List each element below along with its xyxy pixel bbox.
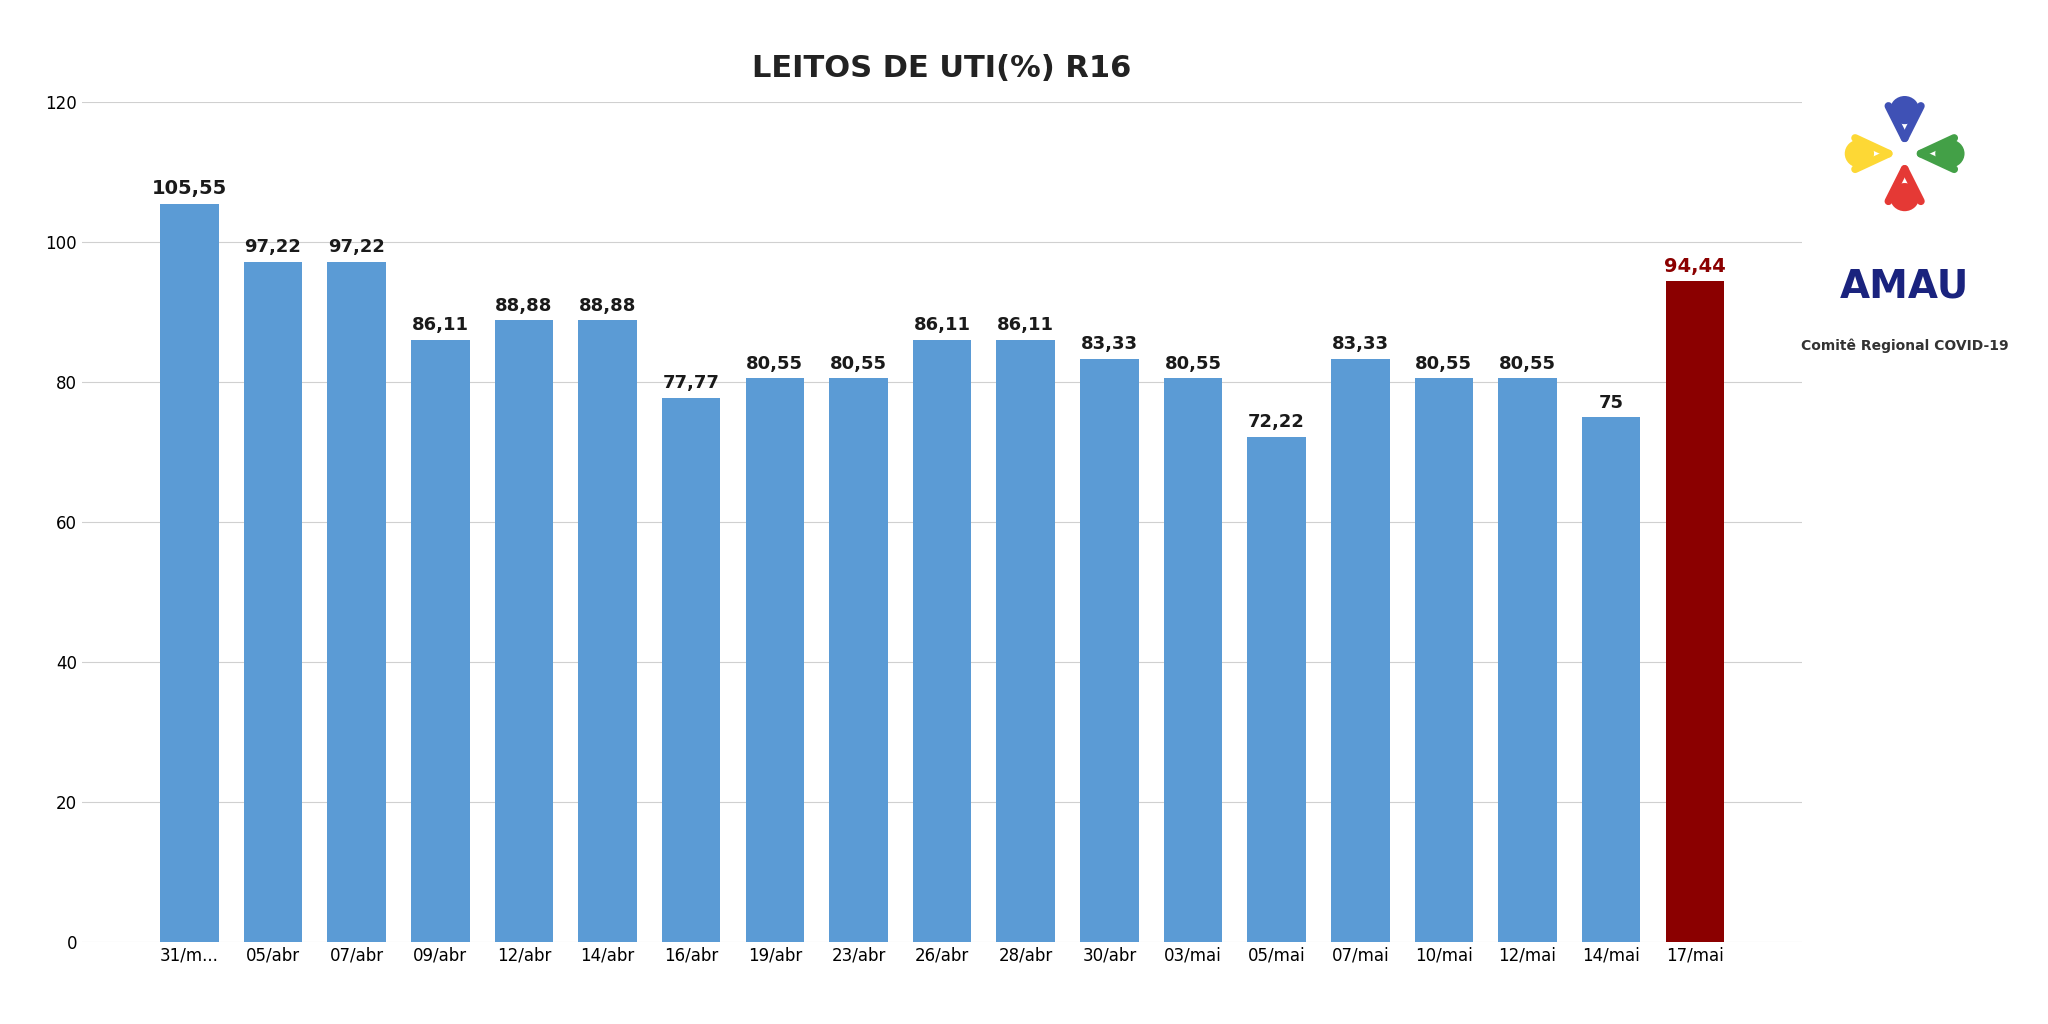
Bar (244, 262, 303, 942)
Bar (1079, 359, 1139, 942)
Text: 80,55: 80,55 (745, 355, 803, 373)
Circle shape (1845, 139, 1874, 168)
Text: 77,77: 77,77 (664, 375, 719, 392)
Bar (1415, 379, 1473, 942)
Bar (1163, 379, 1223, 942)
Text: Comitê Regional COVID-19: Comitê Regional COVID-19 (1800, 338, 2009, 353)
Bar (1581, 418, 1640, 942)
Bar (578, 321, 637, 942)
Bar (412, 340, 469, 942)
Circle shape (1890, 183, 1919, 211)
Text: 105,55: 105,55 (152, 179, 227, 198)
Text: 80,55: 80,55 (829, 355, 887, 373)
Bar (1499, 379, 1556, 942)
Bar (662, 398, 721, 942)
Text: 86,11: 86,11 (412, 316, 469, 334)
Text: 97,22: 97,22 (244, 239, 301, 256)
Bar (496, 321, 553, 942)
Text: 86,11: 86,11 (913, 316, 971, 334)
Circle shape (1890, 96, 1919, 124)
Text: 88,88: 88,88 (496, 297, 553, 314)
Title: LEITOS DE UTI(%) R16: LEITOS DE UTI(%) R16 (752, 54, 1133, 83)
Bar (1331, 359, 1389, 942)
Text: 94,44: 94,44 (1663, 257, 1726, 275)
Bar (1665, 282, 1724, 942)
Bar (1247, 436, 1307, 942)
Bar (745, 379, 805, 942)
Text: 97,22: 97,22 (328, 239, 385, 256)
Bar (997, 340, 1055, 942)
Text: 80,55: 80,55 (1165, 355, 1221, 373)
Circle shape (1935, 139, 1964, 168)
Bar (913, 340, 971, 942)
Bar (829, 379, 887, 942)
Text: 83,33: 83,33 (1331, 336, 1389, 353)
Text: 80,55: 80,55 (1415, 355, 1473, 373)
Text: 80,55: 80,55 (1499, 355, 1556, 373)
Text: 83,33: 83,33 (1081, 336, 1139, 353)
Text: 86,11: 86,11 (997, 316, 1055, 334)
Text: 72,22: 72,22 (1247, 413, 1305, 431)
Text: 88,88: 88,88 (580, 297, 637, 314)
Text: 75: 75 (1599, 393, 1624, 412)
Bar (328, 262, 385, 942)
Text: AMAU: AMAU (1839, 267, 1970, 306)
Bar (160, 204, 219, 942)
